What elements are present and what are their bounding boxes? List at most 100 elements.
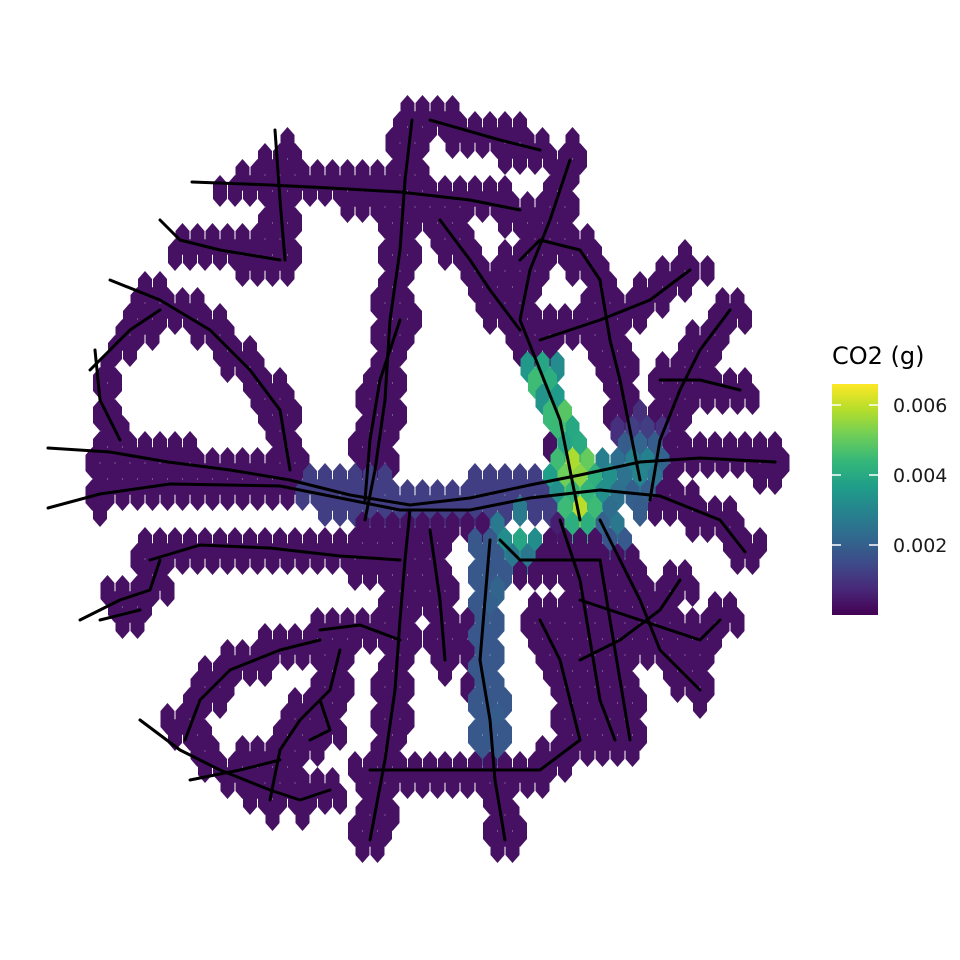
hex-cell (580, 735, 595, 767)
road-line (518, 238, 602, 282)
hex-cell (258, 655, 272, 687)
hex-cell (768, 463, 782, 495)
road-line (190, 180, 522, 212)
hex-cell (340, 191, 355, 223)
hex-cell (205, 479, 220, 511)
hex-cell (460, 127, 475, 159)
hex-cell (610, 735, 625, 767)
road-line (598, 518, 702, 692)
hex-cell (250, 255, 265, 287)
hex-cell (745, 543, 760, 575)
road-line (46, 482, 747, 554)
hex-cell (93, 495, 107, 527)
hex-cell (513, 495, 527, 527)
road-line (138, 718, 332, 802)
road-line (363, 318, 402, 502)
hex-cell (700, 511, 715, 543)
road-line (658, 378, 742, 392)
hex-cell (220, 479, 235, 511)
hex-cell (625, 735, 640, 767)
hex-cell (130, 607, 145, 639)
hex-cell (310, 735, 325, 767)
hex-cell (633, 495, 647, 527)
hex-cell (528, 559, 542, 591)
road-line (268, 648, 342, 802)
hex-cell (400, 767, 415, 799)
hex-cell (333, 495, 347, 527)
hex-cell (355, 831, 370, 863)
hex-cell (595, 735, 610, 767)
hex-cell (438, 655, 452, 687)
hex-cell (505, 831, 520, 863)
road-line (46, 446, 777, 507)
legend-tick-label: 0.006 (893, 395, 947, 417)
hex-cell (213, 687, 227, 719)
hex-cell (295, 799, 310, 831)
road-line (438, 218, 522, 332)
road-line (538, 268, 692, 342)
road-line (648, 308, 732, 502)
road-line (273, 128, 287, 262)
hex-cell (115, 479, 130, 511)
hex-cell (220, 543, 235, 575)
hex-cell (445, 127, 460, 159)
road-line (188, 758, 282, 782)
legend-ticks: 0.006 0.004 0.002 (832, 395, 947, 557)
hex-cell (438, 239, 452, 271)
road-line (578, 578, 682, 662)
legend-tick-label: 0.002 (893, 535, 947, 557)
hex-cell (700, 255, 715, 287)
hex-cell (520, 767, 535, 799)
road-line (598, 558, 632, 742)
hex-cell (333, 783, 347, 815)
hex-cell (205, 543, 220, 575)
hex-cell (213, 175, 227, 207)
hex-cell (528, 495, 542, 527)
road-line (98, 608, 142, 622)
hex-cell (535, 767, 550, 799)
hex-cell (753, 463, 767, 495)
hex-cell (685, 447, 700, 479)
hex-cell (685, 575, 700, 607)
hex-cell (498, 207, 512, 239)
hex-cell (265, 799, 280, 831)
hex-cell (160, 479, 175, 511)
hex-cell (310, 543, 325, 575)
legend-colorbar: 0.006 0.004 0.002 (832, 384, 947, 615)
hex-cell (280, 255, 295, 287)
hex-cell (235, 543, 250, 575)
road-line (108, 278, 292, 472)
hex-cell (123, 335, 137, 367)
road-line (538, 618, 582, 742)
hex-cells-layer (85, 95, 790, 863)
hex-cell (145, 319, 160, 351)
hex-cell (475, 191, 490, 223)
hex-cell (235, 479, 250, 511)
hex-cell (715, 383, 730, 415)
hex-cell (220, 351, 235, 383)
hex-cell (333, 719, 347, 751)
road-line (428, 118, 542, 152)
hex-cell (243, 783, 257, 815)
road-line (308, 698, 332, 742)
hex-cell (265, 255, 280, 287)
road-network-layer (46, 118, 777, 842)
road-line (78, 558, 162, 622)
hex-cell (513, 143, 527, 175)
hex-cell (513, 559, 527, 591)
hex-cell (700, 383, 715, 415)
hex-cell (558, 751, 572, 783)
road-line (558, 518, 617, 742)
road-line (93, 348, 122, 442)
hex-cell (445, 767, 460, 799)
road-line (478, 538, 507, 842)
hex-cell (678, 271, 692, 303)
road-line (148, 543, 402, 562)
hex-cell (543, 559, 557, 591)
hex-cell (693, 687, 707, 719)
color-legend: CO2 (g) 0.006 0.004 0.002 (832, 342, 947, 615)
hex-cell (640, 639, 655, 671)
road-line (428, 528, 447, 662)
road-line (368, 738, 582, 772)
